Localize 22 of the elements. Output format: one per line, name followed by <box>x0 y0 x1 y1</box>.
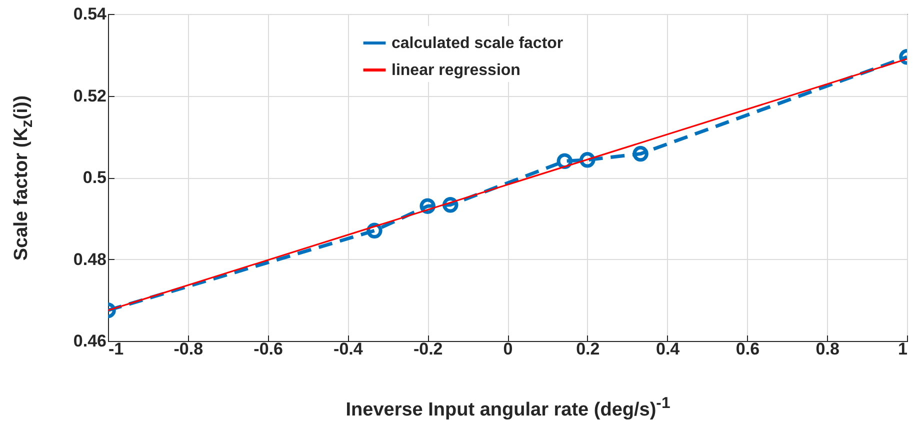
y-tick-label: 0.46 <box>73 332 106 350</box>
point <box>632 146 648 162</box>
x-tick-label: -0.6 <box>254 340 283 358</box>
x-tick-label: 0.4 <box>656 340 680 358</box>
point <box>580 152 596 168</box>
legend-label: calculated scale factor <box>392 35 564 52</box>
x-tick-label: 0.8 <box>816 340 840 358</box>
point <box>420 198 436 214</box>
y-tick-label: 0.52 <box>73 86 106 106</box>
x-tick-label: 1 <box>898 340 908 358</box>
x-tick-label: 0 <box>503 340 513 358</box>
y-tick-label: 0.48 <box>73 250 106 269</box>
legend-label: linear regression <box>392 62 520 79</box>
x-tick-label: -1 <box>108 340 124 358</box>
x-axis-title: Ineverse Input angular rate (deg/s)$^{-1}$ <box>346 395 670 422</box>
x-tick-label: 0.2 <box>576 340 600 358</box>
x-tick-label: -0.8 <box>174 340 204 358</box>
y-tick-label: 0.5 <box>82 168 106 187</box>
x-tick-label: 0.6 <box>736 340 760 358</box>
x-tick-label: -0.4 <box>334 340 364 358</box>
x-tick-label: -0.2 <box>413 340 443 358</box>
y-tick-label: 0.54 <box>73 4 108 24</box>
